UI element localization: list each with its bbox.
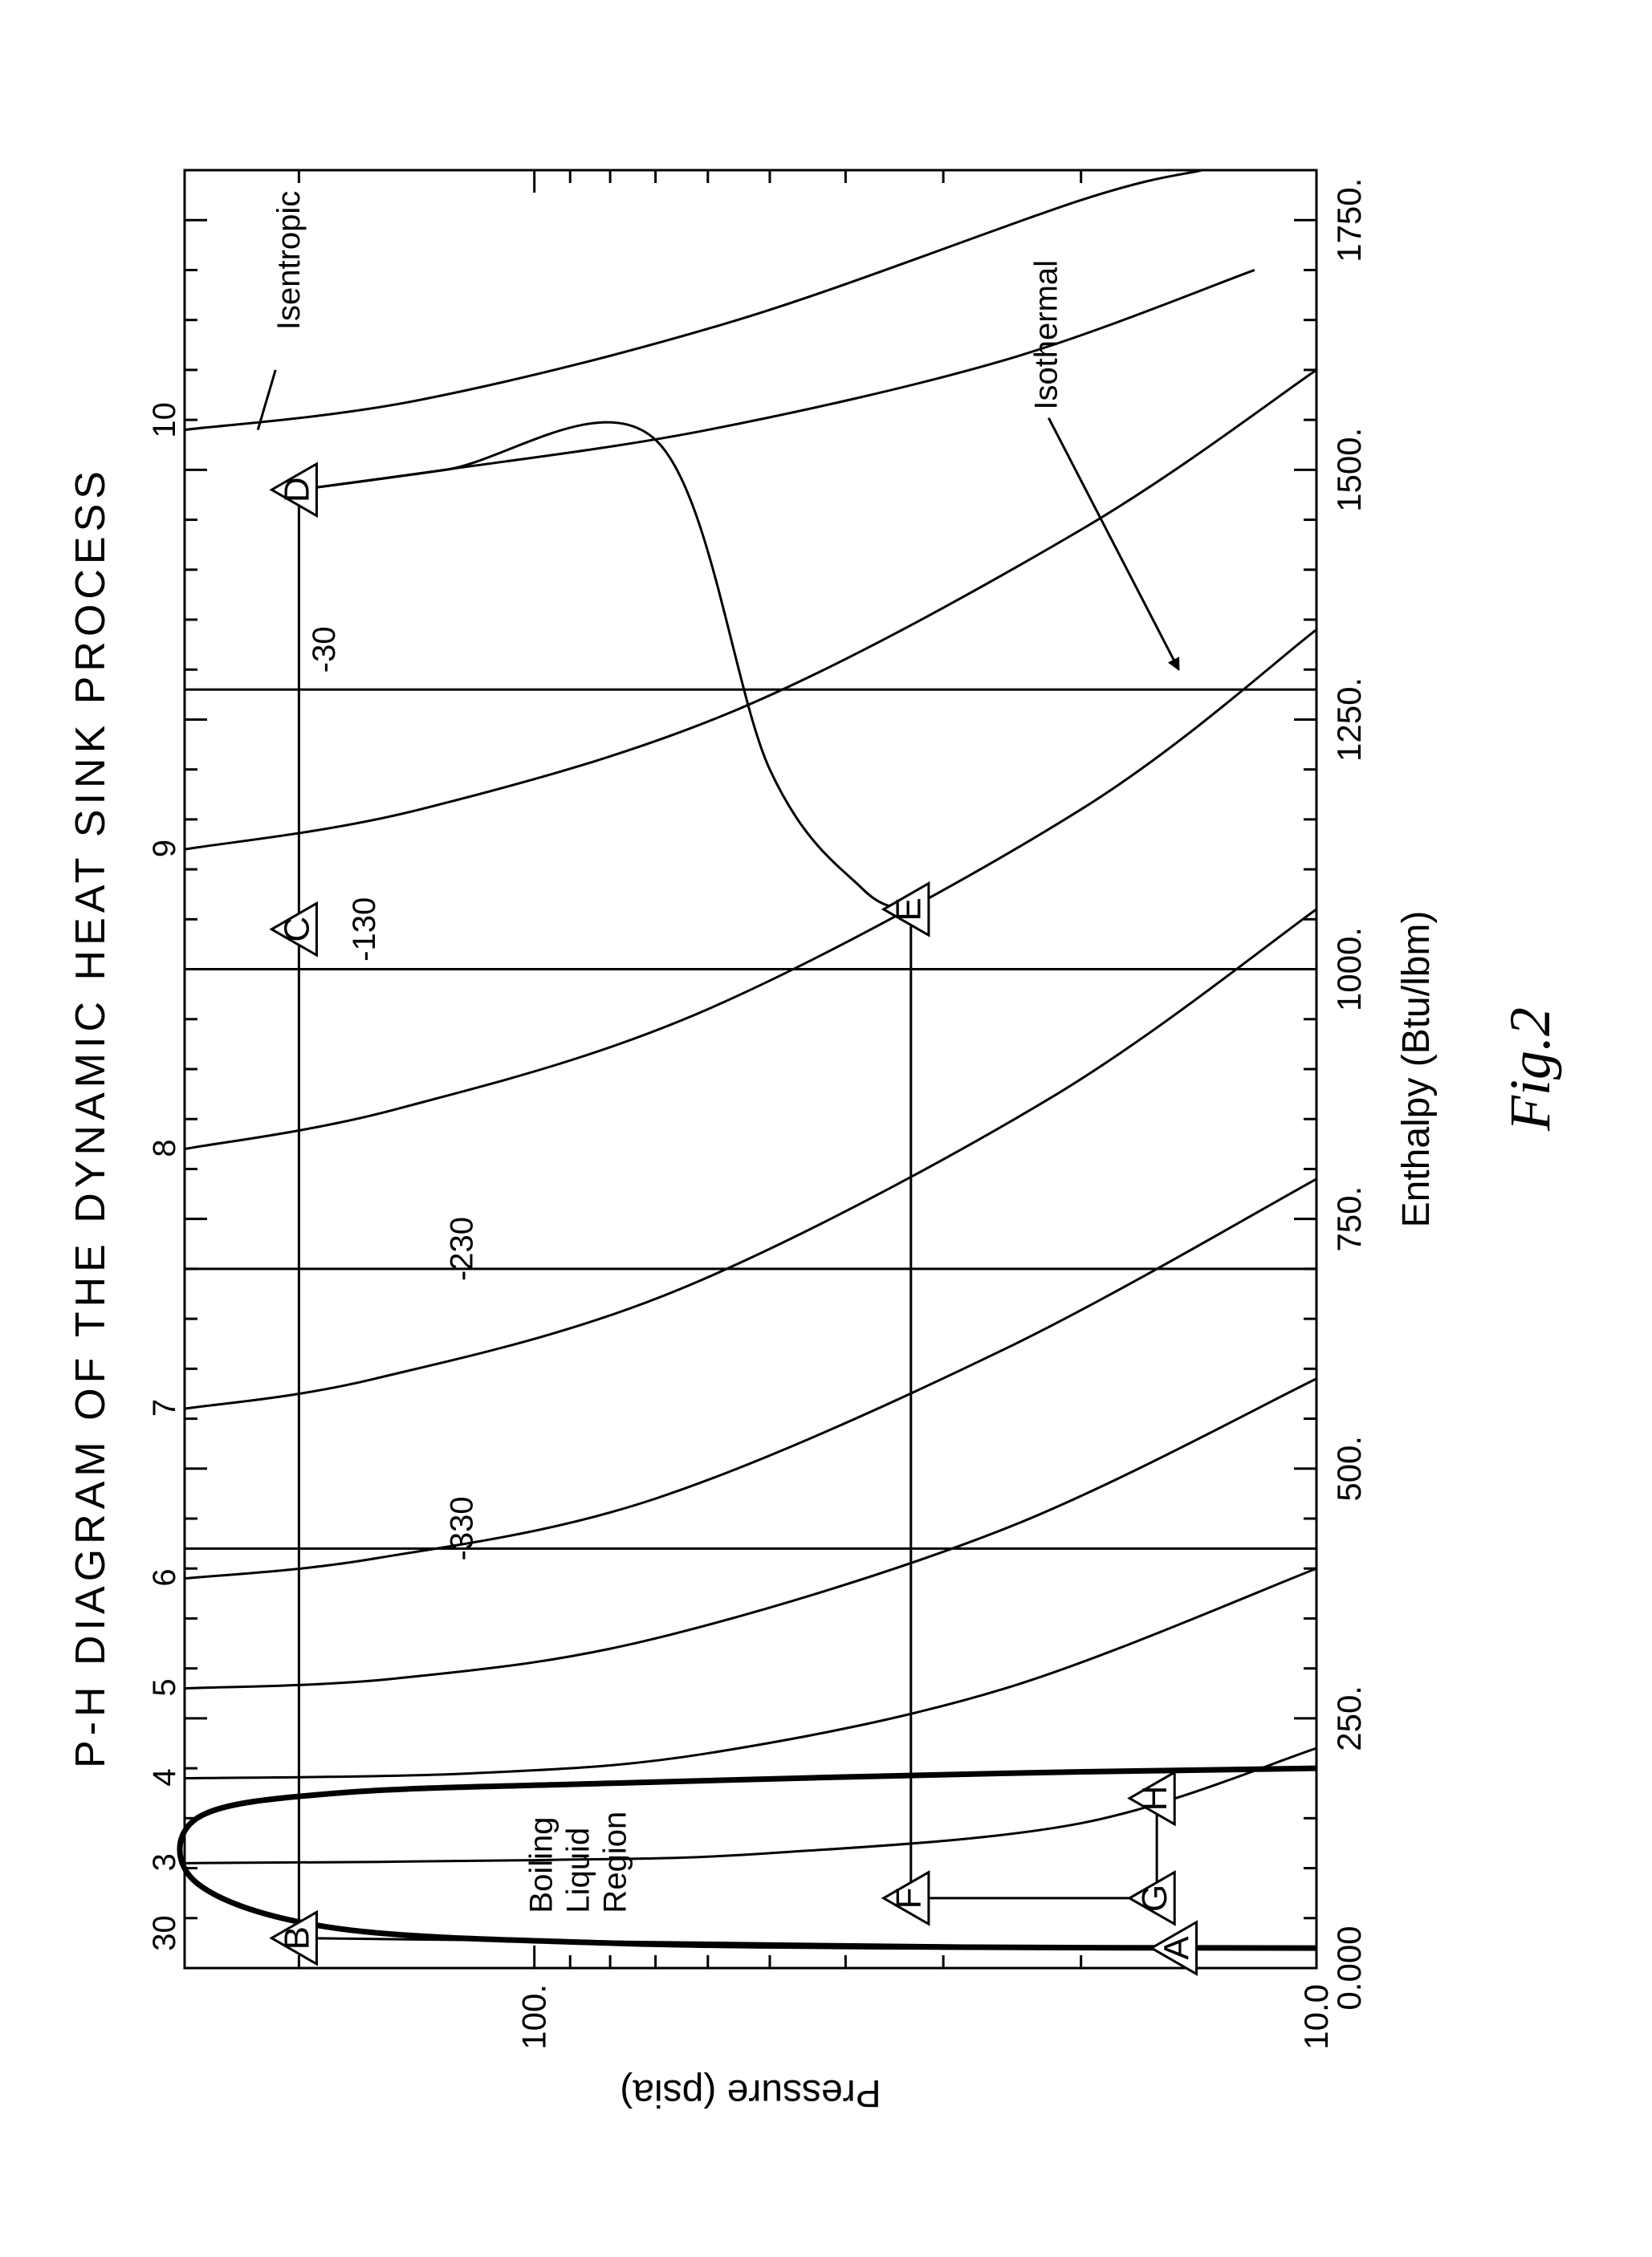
svg-text:10: 10	[147, 402, 182, 438]
svg-text:D: D	[277, 477, 316, 502]
svg-text:-230: -230	[445, 1217, 480, 1281]
svg-text:Isothermal: Isothermal	[1028, 260, 1064, 410]
svg-text:Pressure (psia): Pressure (psia)	[620, 2072, 881, 2114]
svg-text:P-H DIAGRAM OF THE DYNAMIC: P-H DIAGRAM OF THE DYNAMIC HEAT SINK PRO…	[67, 466, 114, 1768]
svg-text:750.: 750.	[1330, 1186, 1368, 1252]
svg-text:1500.: 1500.	[1330, 428, 1368, 512]
svg-text:-130: -130	[347, 897, 382, 962]
svg-text:-330: -330	[445, 1496, 480, 1560]
svg-text:Liquid: Liquid	[560, 1828, 596, 1913]
svg-text:1000.: 1000.	[1330, 927, 1368, 1011]
svg-text:9: 9	[147, 840, 182, 857]
svg-text:H: H	[1135, 1786, 1174, 1812]
svg-text:10.0: 10.0	[1297, 1984, 1335, 2050]
svg-text:0.000: 0.000	[1330, 1926, 1368, 2010]
svg-text:100.: 100.	[515, 1984, 553, 2050]
svg-text:250.: 250.	[1330, 1686, 1368, 1751]
svg-text:Region: Region	[597, 1812, 633, 1913]
ph-diagram: 0.000 250. 500. 750. 1000. 1250. 1500. 1750. Ent…	[0, 0, 1652, 2257]
svg-text:1750.: 1750.	[1330, 178, 1368, 262]
svg-text:3: 3	[147, 1853, 182, 1871]
svg-text:30: 30	[147, 1915, 182, 1951]
svg-text:A: A	[1157, 1936, 1196, 1960]
svg-text:500.: 500.	[1330, 1436, 1368, 1502]
svg-text:C: C	[277, 917, 316, 942]
svg-text:-30: -30	[307, 626, 342, 673]
svg-text:B: B	[277, 1926, 316, 1950]
svg-text:G: G	[1135, 1885, 1174, 1912]
svg-text:Fig.2: Fig.2	[1498, 1007, 1562, 1132]
svg-text:5: 5	[147, 1678, 182, 1696]
svg-text:Enthalpy (Btu/lbm): Enthalpy (Btu/lbm)	[1395, 911, 1438, 1228]
svg-text:8: 8	[147, 1139, 182, 1157]
svg-text:4: 4	[147, 1768, 182, 1786]
svg-text:Isentropic: Isentropic	[271, 191, 307, 330]
svg-text:1250.: 1250.	[1330, 677, 1368, 762]
svg-text:6: 6	[147, 1568, 182, 1586]
svg-text:7: 7	[147, 1399, 182, 1417]
svg-text:F: F	[889, 1887, 929, 1909]
svg-text:Boiling: Boiling	[523, 1816, 559, 1913]
svg-text:E: E	[889, 897, 929, 921]
